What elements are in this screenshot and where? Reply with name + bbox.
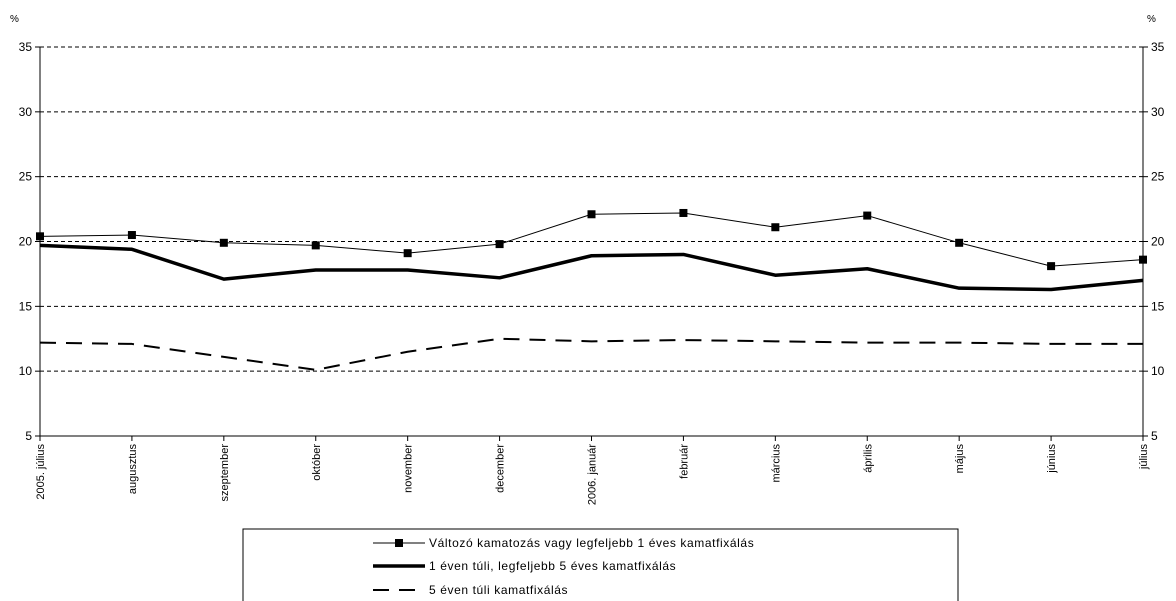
series-1-marker (1047, 262, 1056, 271)
series-1-marker (127, 231, 136, 240)
y-tick-label-left: 25 (19, 170, 33, 184)
series-line-2 (39, 243, 1144, 292)
y-tick-label-left: 15 (19, 299, 33, 313)
x-tick-label: július (1138, 444, 1150, 471)
y-tick-label-left: 20 (19, 235, 33, 249)
x-tick-label: május (954, 444, 966, 474)
series-1-marker (587, 210, 596, 219)
y-tick-label-right: 15 (1151, 299, 1165, 313)
series-1-marker (403, 249, 412, 258)
x-tick-label: szeptember (219, 444, 231, 502)
legend-marker-1 (395, 539, 403, 547)
y-tick-label-right: 30 (1151, 105, 1165, 119)
x-tick-label: augusztus (127, 444, 139, 495)
series-1-marker (495, 240, 504, 249)
y-tick-label-right: 10 (1151, 364, 1165, 378)
y-unit-left: % (10, 14, 19, 25)
legend-label-1: Változó kamatozás vagy legfeljebb 1 éves… (429, 536, 754, 550)
x-tick-label: december (495, 444, 507, 493)
x-tick-label: 2006. január (587, 444, 599, 505)
series-1-marker (1139, 255, 1147, 264)
series-1-marker (36, 232, 44, 241)
y-tick-label-right: 5 (1151, 429, 1158, 443)
x-tick-label: március (770, 444, 782, 483)
x-tick-label: február (678, 444, 690, 479)
y-unit-right: % (1147, 14, 1156, 25)
y-tick-label-left: 10 (19, 364, 33, 378)
axes: % % 5 5 10 10 15 15 20 20 25 25 30 30 35 35 2005. júli… (10, 14, 1165, 505)
series-1-marker (219, 238, 228, 247)
series-1-marker (863, 211, 872, 220)
x-tick-label: november (403, 444, 415, 493)
legend-box (242, 528, 959, 601)
x-tick-label: október (311, 444, 323, 481)
series-group (36, 208, 1147, 371)
y-tick-label-left: 35 (19, 40, 33, 54)
legend: Változó kamatozás vagy legfeljebb 1 éves… (242, 528, 959, 601)
legend-label-2: 1 éven túli, legfeljebb 5 éves kamatfixá… (429, 559, 676, 573)
y-tick-label-right: 35 (1151, 40, 1165, 54)
series-line-1 (39, 212, 1144, 267)
y-tick-label-left: 30 (19, 105, 33, 119)
x-tick-label: június (1046, 444, 1058, 474)
x-tick-label: április (862, 444, 874, 473)
y-tick-label-right: 20 (1151, 235, 1165, 249)
y-tick-label-right: 25 (1151, 170, 1165, 184)
y-tick-label-left: 5 (25, 429, 32, 443)
x-tick-label: 2005. július (35, 444, 47, 500)
series-1-marker (771, 223, 780, 232)
legend-label-3: 5 éven túli kamatfixálás (429, 583, 568, 597)
series-1-marker (679, 208, 688, 217)
gridlines (40, 46, 1143, 372)
series-1-marker (955, 238, 964, 247)
series-1-marker (311, 241, 320, 250)
series-line-3 (39, 337, 1143, 371)
